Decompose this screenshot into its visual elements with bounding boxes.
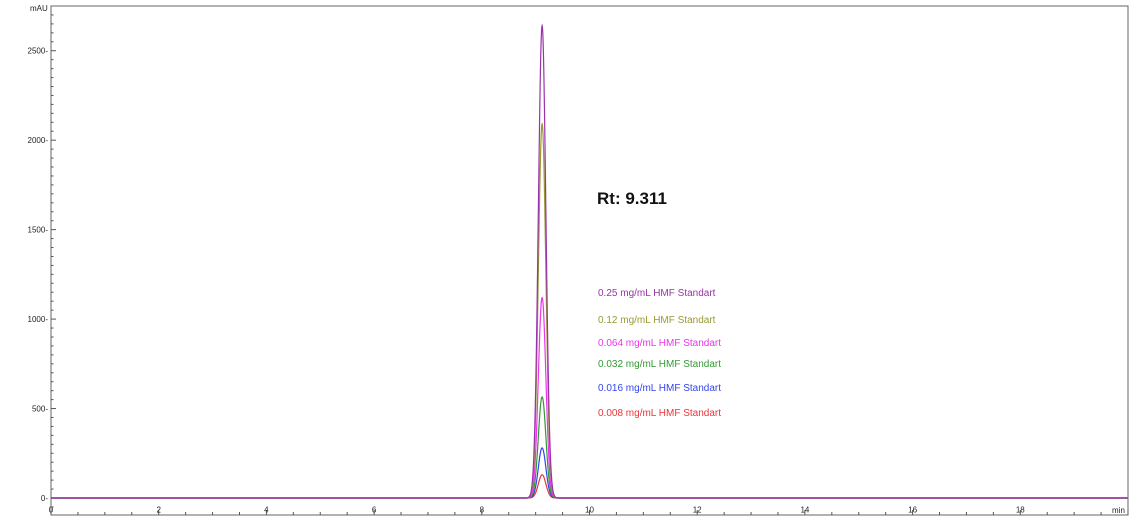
series-trace (51, 474, 1128, 499)
legend-entry: 0.032 mg/mL HMF Standart (598, 359, 721, 370)
x-tick-label: 0 (49, 506, 54, 515)
retention-time-annotation: Rt: 9.311 (597, 189, 667, 208)
y-axis-ticks: 0- 500- 1000- 1500- 2000- 2500- (28, 14, 56, 508)
legend-entry: 0.12 mg/mL HMF Standart (598, 315, 716, 326)
chromatogram-traces (51, 23, 1128, 499)
plot-frame (50, 5, 1129, 516)
series-trace (51, 447, 1128, 499)
y-tick-label: 1500- (28, 226, 49, 235)
x-tick-label: 2 (156, 506, 161, 515)
legend-entry: 0.016 mg/mL HMF Standart (598, 383, 721, 394)
series-trace (51, 122, 1128, 499)
y-tick-label: 2500- (28, 47, 49, 56)
series-trace (51, 296, 1128, 499)
series-trace (51, 23, 1128, 499)
x-axis-ticks: 0 2 4 6 8 10 12 14 16 18 (49, 506, 1129, 515)
x-tick-label: 14 (800, 506, 809, 515)
legend-entry: 0.064 mg/mL HMF Standart (598, 338, 721, 349)
x-tick-label: 16 (908, 506, 917, 515)
series-trace (51, 396, 1128, 499)
legend-entry: 0.25 mg/mL HMF Standart (598, 288, 716, 299)
legend-entry: 0.008 mg/mL HMF Standart (598, 408, 721, 419)
x-axis-unit: min (1112, 506, 1125, 515)
x-tick-label: 4 (264, 506, 269, 515)
x-tick-label: 10 (585, 506, 594, 515)
y-tick-label: 2000- (28, 136, 49, 145)
x-tick-label: 6 (372, 506, 377, 515)
legend: 0.25 mg/mL HMF Standart 0.12 mg/mL HMF St… (598, 288, 721, 419)
y-tick-label: 1000- (28, 315, 49, 324)
y-axis-unit: mAU (30, 4, 48, 13)
x-tick-label: 8 (480, 506, 485, 515)
y-tick-label: 0- (41, 494, 48, 503)
x-tick-label: 12 (693, 506, 702, 515)
x-tick-label: 18 (1016, 506, 1025, 515)
y-tick-label: 500- (32, 405, 48, 414)
